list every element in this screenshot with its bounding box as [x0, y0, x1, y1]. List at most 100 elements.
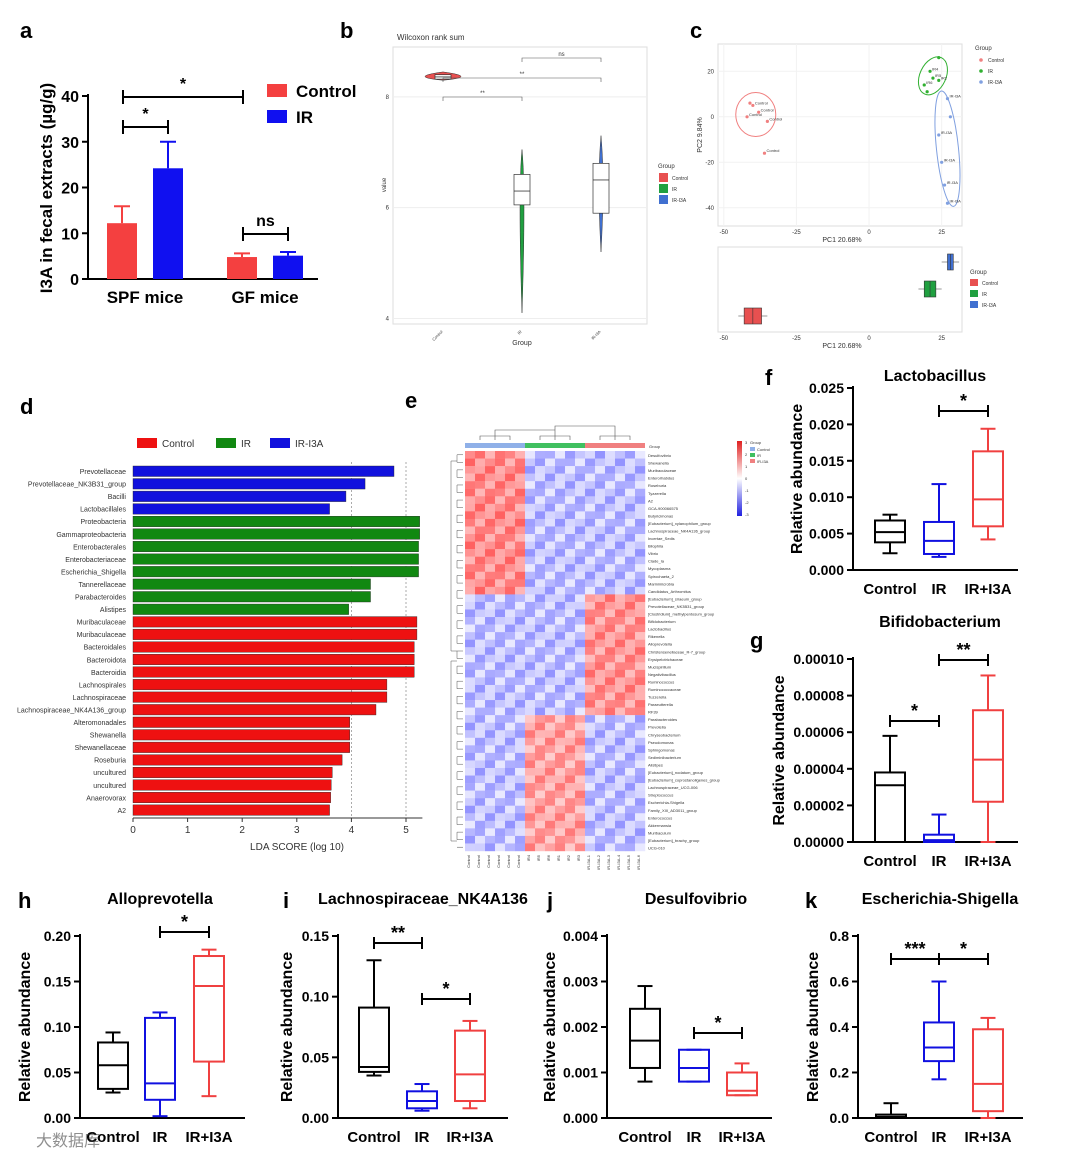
group-bar-cell: [585, 443, 595, 448]
row-label: Prevotella: [648, 725, 667, 730]
column-dendrogram: [479, 425, 631, 440]
heatmap-cell: [585, 571, 596, 580]
heatmap-cell: [585, 737, 596, 746]
heatmap-cell: [615, 783, 626, 791]
heatmap-cell: [475, 775, 486, 784]
heatmap-cell: [595, 760, 606, 769]
heatmap-cell: [485, 594, 496, 603]
heatmap-cell: [505, 654, 516, 663]
heatmap-cell: [595, 466, 606, 474]
heatmap-cell: [625, 639, 636, 648]
x-tick-label: Control: [431, 329, 444, 342]
heatmap-cell: [525, 707, 536, 716]
heatmap-cell: [515, 843, 526, 852]
heatmap-cell: [575, 609, 586, 618]
heatmap-cell: [565, 526, 576, 535]
heatmap-cell: [495, 737, 506, 746]
heatmap-cell: [545, 451, 556, 459]
heatmap-cell: [615, 707, 626, 716]
heatmap-cell: [595, 647, 606, 655]
heatmap-cell: [635, 556, 646, 565]
heatmap-cell: [605, 677, 616, 686]
box: [358, 1006, 390, 1073]
heatmap-cell: [515, 526, 526, 535]
x-tick-label: 4: [349, 825, 355, 836]
legend-label: IR-I3A: [672, 198, 687, 204]
heatmap-cell: [635, 654, 646, 663]
heatmap-cell: [465, 707, 476, 716]
heatmap-cell: [625, 700, 636, 708]
heatmap-cell: [595, 564, 606, 572]
heatmap-cell: [625, 451, 636, 459]
column-label: IR3: [576, 854, 581, 861]
heatmap-cell: [585, 511, 596, 520]
heatmap-cell: [465, 617, 476, 625]
heatmap-cell: [545, 692, 556, 701]
row-label: Prevotellaceae_NK3B31_group: [648, 604, 705, 609]
heatmap-cell: [485, 662, 496, 671]
bar-ir: [153, 168, 183, 279]
significance-label: **: [480, 91, 485, 97]
heatmap-cell: [615, 632, 626, 640]
heatmap-cell: [595, 571, 606, 580]
heatmap-cell: [535, 518, 546, 527]
y-tick-label: 0.00004: [793, 761, 844, 777]
heatmap-cell: [505, 752, 516, 761]
heatmap-cell: [545, 767, 556, 776]
heatmap-cell: [545, 526, 556, 535]
column-label: Control: [476, 855, 481, 868]
heatmap-cell: [625, 692, 636, 701]
heatmap-cell: [515, 684, 526, 693]
heatmap-cell: [625, 798, 636, 806]
heatmap-cell: [575, 767, 586, 776]
heatmap-cell: [505, 813, 516, 822]
heatmap-cell: [535, 481, 546, 489]
heatmap-cell: [545, 564, 556, 572]
heatmap-cell: [475, 601, 486, 610]
heatmap-cell: [585, 488, 596, 497]
heatmap-cell: [475, 549, 486, 557]
row-label: Mycoplasma: [648, 566, 671, 571]
heatmap-cell: [465, 843, 476, 852]
heatmap-cell: [485, 518, 496, 527]
x-category-label: IR: [153, 1129, 168, 1146]
heatmap-cell: [555, 511, 566, 520]
heatmap-cell: [575, 843, 586, 852]
heatmap-cell: [565, 511, 576, 520]
heatmap-cell: [605, 745, 616, 754]
heatmap-cell: [585, 767, 596, 776]
row-label: Butyricimonas: [648, 513, 673, 518]
heatmap-cell: [595, 473, 606, 482]
heatmap-cell: [465, 745, 476, 754]
heatmap-cell: [595, 481, 606, 489]
heatmap-cell: [585, 790, 596, 799]
x-category-label: Control: [864, 1129, 917, 1146]
heatmap-cell: [475, 609, 486, 618]
row-label: Tuzzerella: [648, 695, 667, 700]
significance-label: *: [442, 979, 449, 999]
heatmap-cell: [515, 503, 526, 512]
scatter-point: [922, 83, 926, 87]
heatmap-cell: [475, 662, 486, 671]
heatmap-cell: [485, 556, 496, 565]
heatmap-cell: [595, 534, 606, 542]
heatmap-cell: [515, 496, 526, 505]
row-label: Shewanella: [648, 461, 669, 466]
panel-label-e: e: [405, 388, 417, 413]
heatmap-cell: [495, 745, 506, 754]
row-label: Alloprevotella: [648, 642, 673, 647]
heatmap-cell: [465, 662, 476, 671]
heatmap-cell: [625, 579, 636, 588]
heatmap-cell: [525, 715, 536, 723]
heatmap-cell: [515, 767, 526, 776]
heatmap-cell: [525, 473, 536, 482]
heatmap-cell: [495, 798, 506, 806]
panel-label-k: k: [805, 888, 818, 913]
heatmap-cell: [595, 700, 606, 708]
x-category-label: GF mice: [231, 288, 298, 307]
heatmap-cell: [505, 601, 516, 610]
heatmap-cell: [495, 820, 506, 829]
column-label: Control: [496, 855, 501, 868]
heatmap-cell: [515, 828, 526, 837]
scatter-point: [945, 201, 950, 205]
